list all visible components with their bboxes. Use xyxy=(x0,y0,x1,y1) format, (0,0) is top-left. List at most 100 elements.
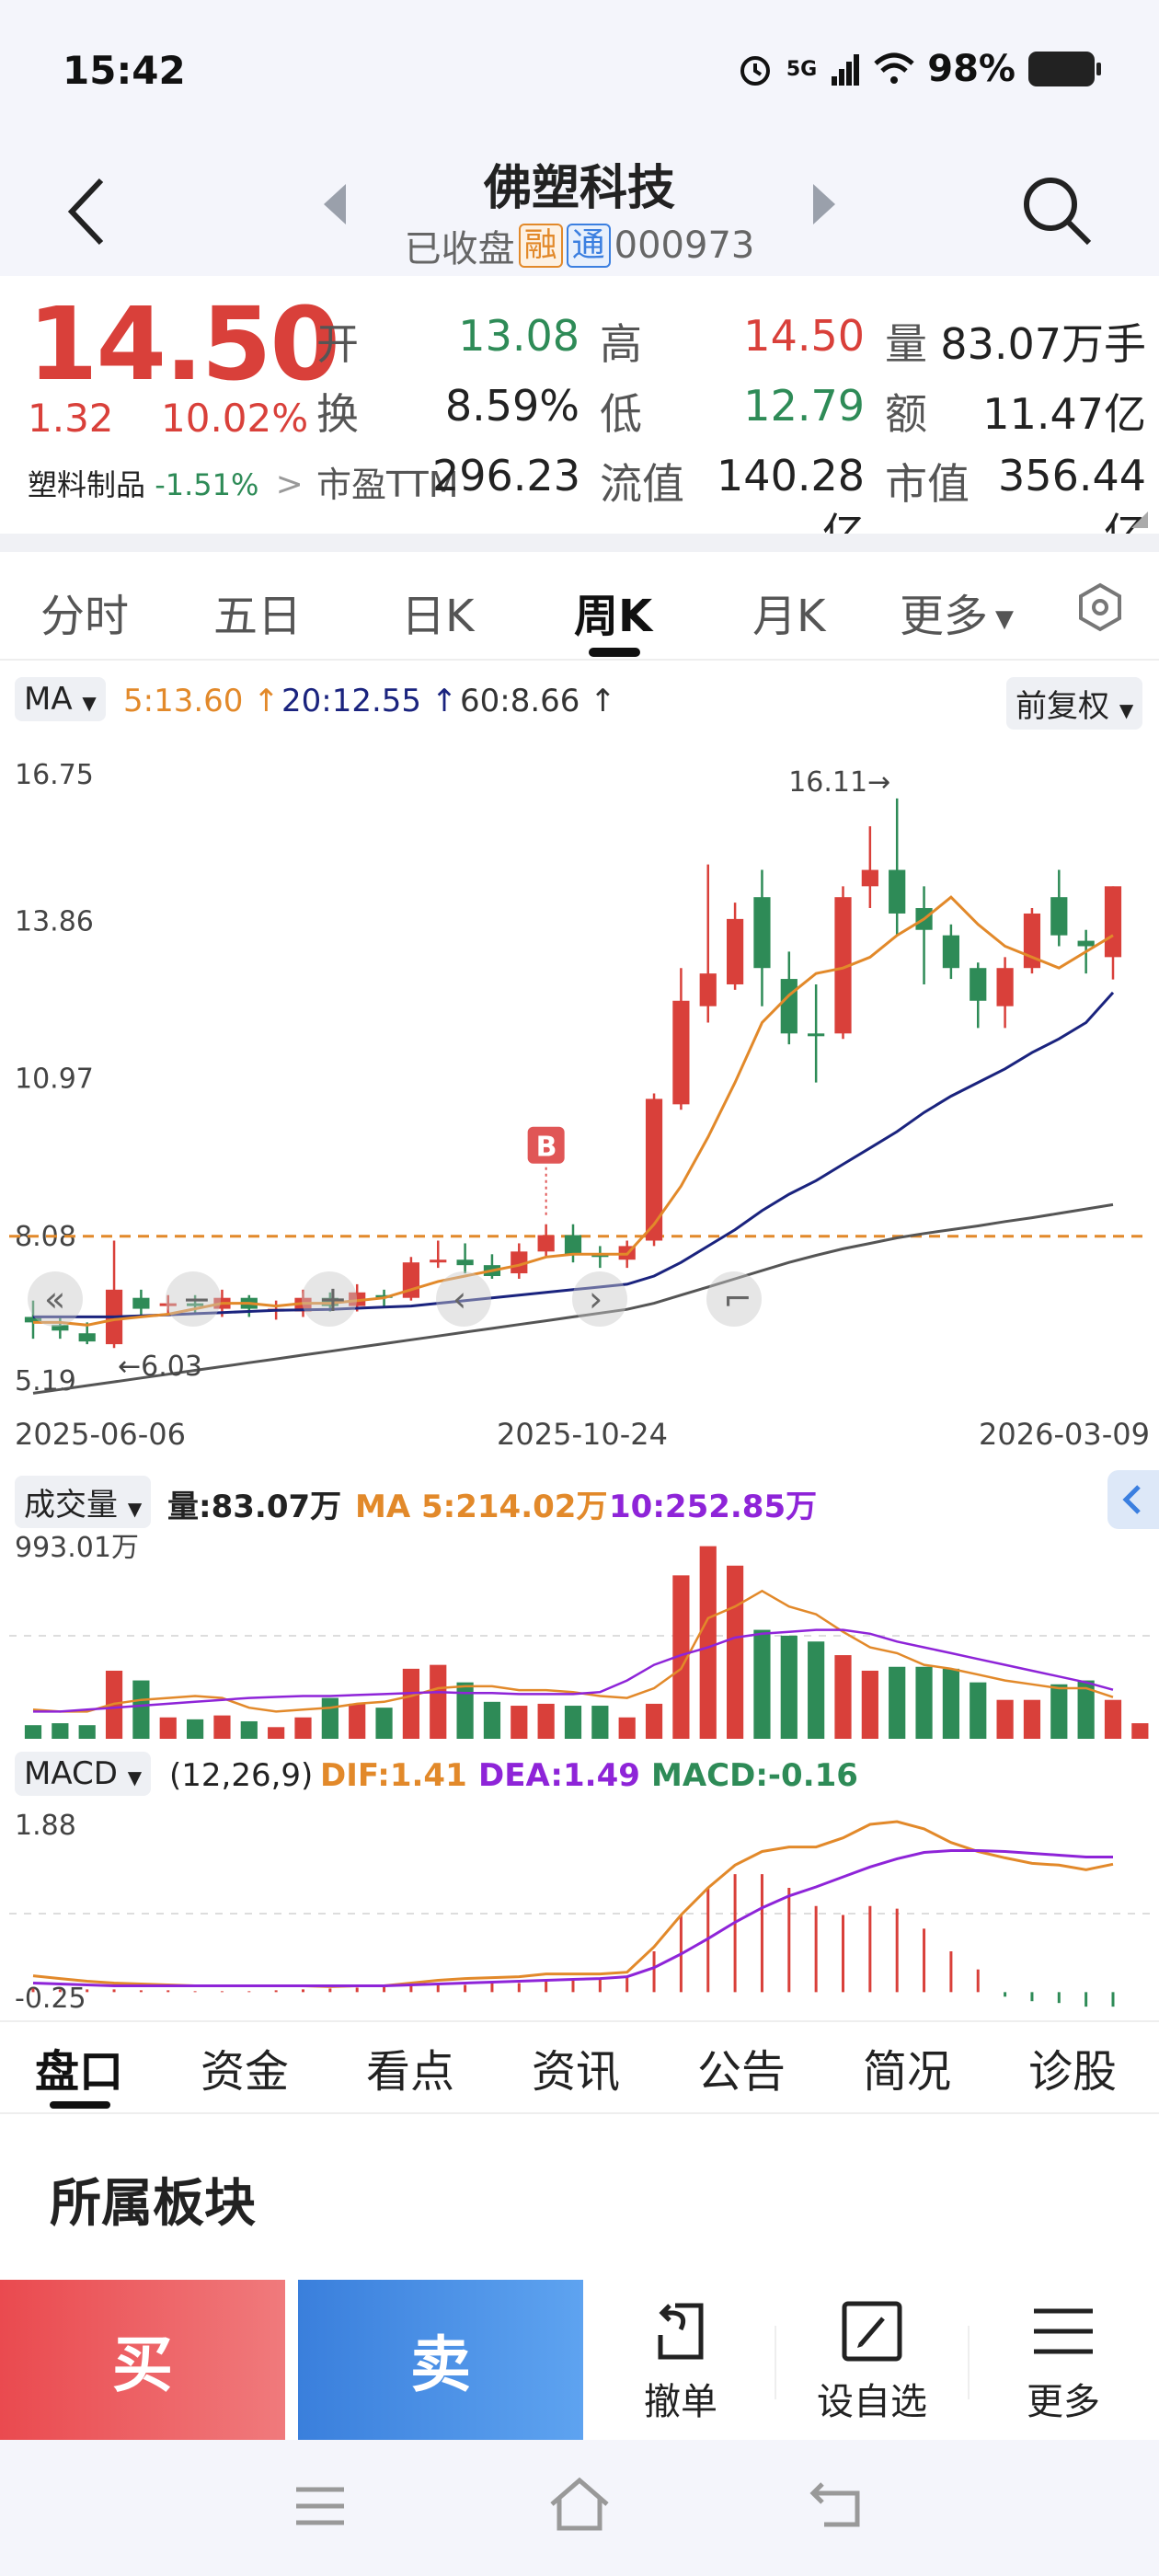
volume-bar xyxy=(672,1575,690,1739)
volume-bar xyxy=(699,1546,717,1739)
sector-link[interactable]: 塑料制品 -1.51% > xyxy=(28,462,304,504)
candle-body xyxy=(727,918,744,984)
prev-stock-icon[interactable] xyxy=(322,182,348,226)
trade-bar: 买 卖 撤单 设自选 更多 xyxy=(0,2280,1159,2440)
volume-bar xyxy=(645,1703,663,1739)
home-icon[interactable] xyxy=(548,2477,611,2532)
add-watchlist-button[interactable]: 设自选 xyxy=(780,2298,964,2436)
volume-ma10-line xyxy=(33,1628,1114,1713)
low-annotation: ←6.03 xyxy=(118,1351,202,1383)
expand-corner-icon[interactable] xyxy=(1131,512,1148,528)
collapse-side-tab[interactable] xyxy=(1107,1470,1159,1529)
ma-selector[interactable]: MA ▼ xyxy=(15,677,106,721)
next-stock-icon[interactable] xyxy=(811,182,837,226)
price-adjust-selector[interactable]: 前复权 ▼ xyxy=(1006,677,1143,730)
volume-bar xyxy=(727,1565,744,1739)
chart-settings-icon[interactable] xyxy=(1074,581,1126,633)
volume-bar xyxy=(132,1680,150,1739)
volume-bar xyxy=(537,1703,555,1739)
ma5-line xyxy=(33,895,1114,1327)
divider xyxy=(968,2326,970,2399)
volume-bar xyxy=(24,1725,42,1739)
search-icon[interactable] xyxy=(1017,171,1095,248)
float-cap-label: 流值 xyxy=(600,459,684,509)
scroll-left-icon[interactable] xyxy=(28,1271,83,1327)
pe-value: 296.23 xyxy=(432,451,580,500)
tab-diagnosis[interactable]: 诊股 xyxy=(1028,2046,1118,2098)
cancel-order-button[interactable]: 撤单 xyxy=(589,2298,773,2436)
fullscreen-icon[interactable] xyxy=(706,1271,762,1327)
volume-max-label: 993.01万 xyxy=(15,1532,139,1564)
edit-icon xyxy=(842,2301,902,2362)
volume-selector[interactable]: 成交量 ▼ xyxy=(15,1476,152,1528)
ma20-text: 20:12.55 xyxy=(281,683,422,719)
divider xyxy=(0,534,1159,552)
volume-bar xyxy=(187,1719,204,1739)
macd-min-label: -0.25 xyxy=(15,1983,86,2015)
tab-minute[interactable]: 分时 xyxy=(40,591,130,642)
tab-capital[interactable]: 资金 xyxy=(201,2046,290,2098)
volume-bar xyxy=(861,1670,878,1739)
buy-button[interactable]: 买 xyxy=(0,2280,285,2440)
candle-body xyxy=(78,1333,96,1342)
volume-bar xyxy=(1050,1684,1068,1739)
recent-apps-icon[interactable] xyxy=(294,2486,346,2526)
wifi-icon xyxy=(874,52,914,84)
volume-bar xyxy=(1131,1723,1149,1739)
pe-label: 市盈TTM xyxy=(316,465,459,505)
candle-body xyxy=(699,973,717,1006)
battery-icon xyxy=(1028,52,1101,86)
low-value: 12.79 xyxy=(743,381,865,431)
y-tick-label: 16.75 xyxy=(15,759,94,791)
y-tick-label: 10.97 xyxy=(15,1064,94,1096)
macd-max-label: 1.88 xyxy=(15,1810,76,1842)
sell-button[interactable]: 卖 xyxy=(298,2280,583,2440)
buy-marker-label: B xyxy=(536,1132,557,1164)
chevron-left-icon xyxy=(1122,1485,1141,1514)
tab-monthly-k[interactable]: 月K xyxy=(752,591,826,642)
zoom-in-icon[interactable] xyxy=(302,1271,357,1327)
stock-header: 佛塑科技 已收盘 融 通 000973 xyxy=(0,138,1159,276)
tab-profile[interactable]: 简况 xyxy=(863,2046,952,2098)
step-right-icon[interactable] xyxy=(572,1271,627,1327)
candle-body xyxy=(24,1317,42,1323)
chevron-right-icon: > xyxy=(275,466,304,503)
open-label: 开 xyxy=(316,319,359,369)
tab-order-book[interactable]: 盘口 xyxy=(35,2046,124,2098)
ma5-text: 5:13.60 xyxy=(123,683,244,719)
stock-name: 佛塑科技 xyxy=(483,161,675,216)
macd-params: (12,26,9) xyxy=(169,1757,314,1794)
volume-bar xyxy=(240,1720,258,1739)
macd-selector[interactable]: MACD ▼ xyxy=(15,1752,152,1796)
tab-more[interactable]: 更多 ▼ xyxy=(900,580,1014,644)
zoom-out-icon[interactable] xyxy=(166,1271,221,1327)
alarm-icon xyxy=(740,56,770,86)
tab-daily-k[interactable]: 日K xyxy=(401,591,475,642)
candle-body xyxy=(456,1259,474,1266)
signal-icon xyxy=(832,54,860,86)
volume-bar xyxy=(1104,1699,1122,1739)
caret-down-icon: ▼ xyxy=(127,1498,143,1520)
tab-weekly-k[interactable]: 周K xyxy=(574,591,653,642)
candle-body xyxy=(780,979,798,1034)
tab-news[interactable]: 资讯 xyxy=(532,2046,621,2098)
high-annotation: 16.11→ xyxy=(788,766,890,799)
back-arrow-icon[interactable] xyxy=(64,175,109,248)
step-right-icon-glyph: › xyxy=(589,1279,602,1319)
zoom-out-icon-glyph: − xyxy=(182,1279,212,1319)
candle-body xyxy=(1104,886,1122,958)
tab-highlights[interactable]: 看点 xyxy=(366,2046,455,2098)
tab-five-day[interactable]: 五日 xyxy=(213,591,303,642)
back-nav-icon[interactable] xyxy=(809,2480,865,2528)
tab-announcements[interactable]: 公告 xyxy=(697,2046,786,2098)
candle-body xyxy=(159,1303,177,1306)
caret-down-icon: ▼ xyxy=(127,1766,143,1788)
volume-bar xyxy=(52,1723,69,1739)
battery-label: 98% xyxy=(927,48,1016,90)
volume-bar xyxy=(159,1717,177,1739)
stock-subtitle: 已收盘 融 通 000973 xyxy=(0,219,1159,272)
step-left-icon[interactable] xyxy=(436,1271,491,1327)
turnover-label: 换 xyxy=(316,389,359,439)
more-button[interactable]: 更多 xyxy=(971,2298,1155,2436)
